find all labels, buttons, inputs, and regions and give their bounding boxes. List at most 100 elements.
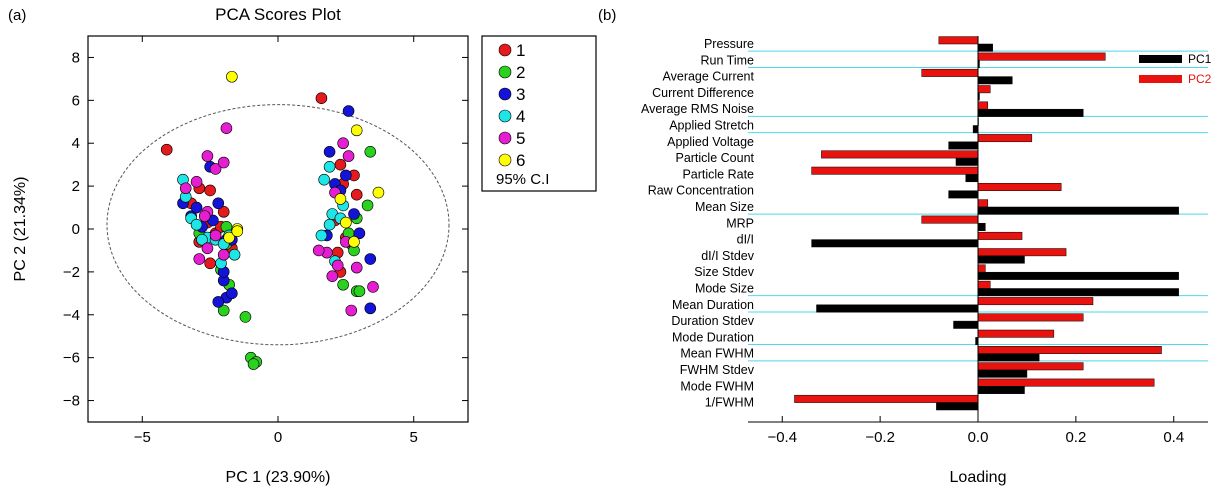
legend-marker-4 (498, 109, 512, 123)
loading-x-tick-label: 0.4 (1163, 429, 1184, 446)
scatter-point-group-2 (247, 358, 260, 370)
legend: 1 2 3 4 5 6 95% C.I (481, 35, 597, 192)
x-tick-label: 5 (410, 429, 418, 446)
scatter-point-group-5 (217, 248, 230, 261)
bar-pc2 (977, 346, 1162, 354)
legend-label-pc1: PC1 (1188, 52, 1212, 66)
scatter-point-group-5 (190, 176, 203, 188)
scatter-point-group-4 (323, 161, 336, 173)
bar-pc2 (977, 85, 991, 94)
bar-pc2 (977, 183, 1062, 191)
bar-pc1 (953, 320, 979, 329)
scatter-point-group-5 (342, 150, 355, 162)
category-label: Mean Size (695, 200, 754, 214)
scatter-point-group-3 (212, 197, 225, 210)
panel-a-label: (a) (8, 7, 26, 24)
loading-x-tick-label: −0.2 (865, 429, 895, 446)
scatter-point-group-4 (196, 233, 208, 246)
bar-pc1 (811, 239, 979, 248)
legend-marker-3 (498, 87, 512, 101)
scatter-point-group-3 (340, 169, 352, 182)
legend-frame (481, 35, 597, 192)
bar-pc2 (977, 362, 1084, 371)
scatter-point-group-2 (364, 146, 377, 158)
bar-pc1 (977, 255, 1025, 264)
scatter-point-group-5 (201, 150, 214, 162)
scatter-point-group-1 (315, 92, 328, 104)
scatter-point-group-3 (190, 201, 203, 214)
bar-pc1 (977, 369, 1028, 378)
legend-label-3: 3 (516, 85, 525, 104)
ci-ellipse (106, 104, 450, 346)
scatter-point-group-6 (223, 231, 235, 244)
category-label: Particle Count (675, 151, 754, 165)
scatter-points (160, 70, 385, 370)
scatter-point-group-3 (342, 105, 355, 117)
bar-pc2 (977, 199, 989, 208)
scatter-point-group-4 (315, 229, 328, 242)
category-label: Mean FWHM (680, 347, 754, 361)
bar-pc2 (977, 329, 1055, 338)
scatter-point-group-6 (350, 124, 363, 137)
pca-scores-panel: (a) PCA Scores Plot −5 0 5 −8 −6 −4 −2 0 2 4 6 8 PC… (8, 5, 597, 486)
y-tick-label: −4 (63, 307, 80, 324)
bar-pc2 (921, 68, 979, 77)
legend-label-pc2: PC2 (1188, 72, 1212, 86)
loading-bar-panel: (b) −0.4 −0.2 0.0 0.2 0.4 Pressure Run Time Av… (598, 7, 1212, 486)
y-axis-label: PC 2 (21.34%) (12, 177, 29, 282)
bar-pc2 (977, 297, 1094, 306)
category-label: Mode Size (695, 282, 754, 296)
scatter-point-group-2 (217, 304, 230, 317)
scatter-point-group-1 (350, 188, 363, 201)
scatter-point-group-5 (201, 242, 214, 255)
bar-pc2 (977, 248, 1067, 257)
category-label: Average RMS Noise (641, 102, 754, 116)
legend-label-5: 5 (516, 129, 525, 148)
category-label: dI/I (737, 233, 754, 247)
loading-axes: −0.4 −0.2 0.0 0.2 0.4 (748, 36, 1208, 446)
bar-pc2 (977, 134, 1033, 143)
legend-marker-5 (498, 131, 512, 145)
loading-x-axis-label: Loading (950, 469, 1007, 486)
scatter-point-group-5 (337, 137, 349, 150)
scatter-point-group-5 (350, 261, 363, 274)
scatter-point-group-3 (323, 146, 336, 158)
scatter-point-group-1 (160, 143, 173, 156)
bar-pc2 (977, 52, 1106, 61)
y-tick-label: 2 (72, 178, 80, 195)
bar-pc1 (948, 190, 979, 199)
y-tick-label: 0 (72, 221, 80, 238)
x-tick-label: 0 (274, 429, 282, 446)
bar-pc2 (811, 166, 979, 175)
legend-label-6: 6 (516, 151, 525, 170)
plot-frame (87, 35, 469, 423)
bar-pc1 (977, 223, 986, 231)
bar-pc1 (972, 125, 979, 134)
y-tick-label: −8 (63, 393, 80, 410)
loading-bars (794, 36, 1179, 411)
bar-pc2 (821, 150, 979, 159)
scatter-point-group-5 (326, 270, 339, 282)
panel-b-label: (b) (598, 7, 616, 24)
scatter-point-group-1 (217, 206, 230, 218)
category-label: dI/I Stdev (701, 249, 755, 263)
scatter-point-group-6 (372, 186, 385, 199)
scatter-point-group-4 (318, 173, 330, 186)
scatter-axes: −5 0 5 −8 −6 −4 −2 0 2 4 6 8 (63, 36, 468, 446)
scatter-point-group-2 (361, 199, 374, 212)
legend-ci-label: 95% C.I (496, 171, 549, 188)
legend-marker-2 (498, 65, 512, 79)
legend-label-2: 2 (516, 63, 525, 82)
scatter-point-group-1 (334, 158, 347, 171)
bar-pc2 (977, 101, 989, 110)
bar-pc1 (977, 108, 1084, 117)
bar-pc1 (816, 304, 979, 313)
category-label: Run Time (701, 53, 755, 67)
scatter-point-group-4 (323, 218, 336, 231)
bar-pc1 (955, 157, 979, 166)
scatter-point-group-6 (340, 216, 352, 229)
bar-pc2 (977, 313, 1084, 322)
category-label: Particle Rate (682, 167, 754, 181)
category-label: Applied Stretch (669, 119, 754, 133)
